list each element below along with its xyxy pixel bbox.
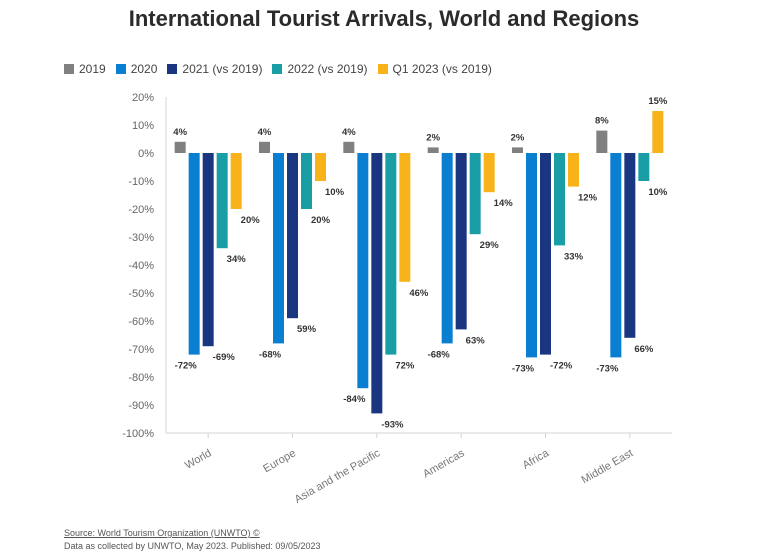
bar xyxy=(259,141,270,153)
bar xyxy=(596,130,608,153)
x-category-label: Middle East xyxy=(580,447,636,486)
data-label: 2% xyxy=(426,132,440,143)
y-tick-label: 0% xyxy=(138,148,154,160)
bar xyxy=(385,153,397,355)
data-label: 8% xyxy=(595,116,609,127)
data-label: 4% xyxy=(173,127,187,138)
bar xyxy=(188,153,200,355)
y-tick-label: 10% xyxy=(132,120,154,132)
bar xyxy=(441,153,453,344)
bar xyxy=(638,153,650,181)
bar xyxy=(273,153,284,344)
bar xyxy=(455,153,467,330)
data-label: 2% xyxy=(511,132,525,143)
y-tick-label: -70% xyxy=(128,344,154,356)
data-label: 59% xyxy=(297,324,317,335)
legend-label: Q1 2023 (vs 2019) xyxy=(392,62,492,76)
y-tick-label: -80% xyxy=(128,372,154,384)
data-label: 66% xyxy=(634,344,654,355)
x-category-label: Africa xyxy=(521,447,552,472)
x-category-label: Asia and the Pacific xyxy=(293,447,383,506)
data-label: 10% xyxy=(325,187,345,198)
publication-note: Data as collected by UNWTO, May 2023. Pu… xyxy=(64,541,321,551)
bar xyxy=(287,153,298,319)
legend-item-2022[interactable]: 2022 (vs 2019) xyxy=(272,62,368,76)
data-label: -73% xyxy=(596,363,619,374)
bar xyxy=(343,141,355,153)
bar xyxy=(357,153,369,389)
data-label: -68% xyxy=(259,349,282,360)
data-label: 14% xyxy=(494,198,514,209)
data-label: -72% xyxy=(175,361,198,372)
legend-swatch xyxy=(115,64,126,74)
data-label: 20% xyxy=(241,215,261,226)
y-tick-label: -20% xyxy=(128,204,154,216)
x-category-label: Europe xyxy=(261,447,298,475)
bar xyxy=(399,153,411,282)
data-label: 12% xyxy=(578,193,598,204)
data-label: -72% xyxy=(550,361,573,372)
bar xyxy=(568,153,579,187)
bar xyxy=(301,153,312,209)
legend-label: 2021 (vs 2019) xyxy=(182,62,263,76)
data-label: -93% xyxy=(381,419,404,430)
data-label: -84% xyxy=(343,394,366,405)
y-tick-label: 20% xyxy=(132,92,154,104)
legend-item-2021[interactable]: 2021 (vs 2019) xyxy=(167,62,262,76)
bar xyxy=(230,153,242,209)
legend-label: 2020 xyxy=(130,62,158,76)
y-tick-label: -90% xyxy=(128,400,154,412)
x-category-label: World xyxy=(183,447,214,472)
bar xyxy=(624,153,636,338)
data-label: 4% xyxy=(342,127,356,138)
y-tick-label: -60% xyxy=(128,316,154,328)
bar xyxy=(610,153,622,358)
data-label: 15% xyxy=(648,96,668,107)
legend-item-2019[interactable]: 2019 xyxy=(64,62,106,76)
legend-swatch xyxy=(167,64,178,74)
y-tick-label: -10% xyxy=(128,176,154,188)
bar xyxy=(483,153,495,193)
chart-title: International Tourist Arrivals, World an… xyxy=(128,6,640,31)
bar xyxy=(554,153,565,246)
data-label: 34% xyxy=(227,254,247,265)
legend-item-2020[interactable]: 2020 xyxy=(115,62,158,76)
data-label: 33% xyxy=(564,251,584,262)
bar xyxy=(202,153,214,347)
source-link[interactable]: Source: World Tourism Organization (UNWT… xyxy=(64,528,260,538)
y-tick-label: -40% xyxy=(128,260,154,272)
data-label: 63% xyxy=(466,335,486,346)
bar xyxy=(174,141,186,153)
bar xyxy=(427,147,439,153)
data-label: -73% xyxy=(512,363,535,374)
bar xyxy=(371,153,383,414)
legend-label: 2022 (vs 2019) xyxy=(287,62,368,76)
y-tick-label: -50% xyxy=(128,288,154,300)
data-label: 4% xyxy=(258,127,272,138)
data-label: 20% xyxy=(311,215,331,226)
bar xyxy=(315,153,326,181)
legend-label: 2019 xyxy=(79,62,106,76)
legend-swatch xyxy=(272,64,283,74)
x-category-label: Americas xyxy=(421,447,467,481)
data-label: 46% xyxy=(409,288,429,299)
legend-item-q1-2023[interactable]: Q1 2023 (vs 2019) xyxy=(377,62,492,76)
y-tick-label: -100% xyxy=(122,428,154,440)
legend-swatch xyxy=(377,64,388,74)
bar xyxy=(652,111,664,153)
data-label: 72% xyxy=(395,361,415,372)
y-tick-label: -30% xyxy=(128,232,154,244)
legend-swatch xyxy=(64,64,74,74)
bar xyxy=(540,153,551,355)
bar xyxy=(216,153,228,249)
chart-legend: 2019 2020 2021 (vs 2019) 2022 (vs 2019) … xyxy=(64,62,492,76)
data-label: -69% xyxy=(213,352,236,363)
data-label: -68% xyxy=(428,349,451,360)
bar xyxy=(512,147,523,153)
data-label: 10% xyxy=(648,187,668,198)
bar xyxy=(469,153,481,235)
data-label: 29% xyxy=(480,240,500,251)
bar xyxy=(526,153,537,358)
